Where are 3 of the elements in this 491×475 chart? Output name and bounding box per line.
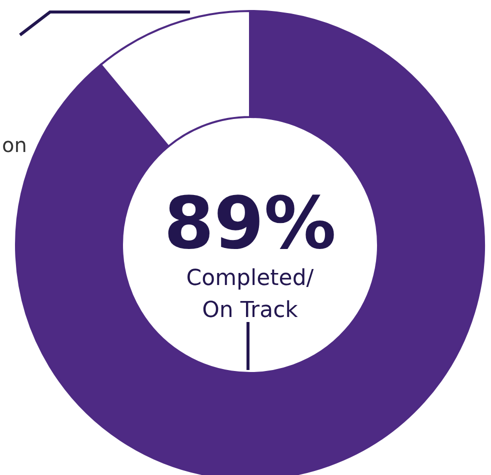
slice-label: Completed/ On Track [186, 266, 314, 323]
text: on [2, 133, 27, 157]
data-label: 89% [164, 181, 336, 265]
